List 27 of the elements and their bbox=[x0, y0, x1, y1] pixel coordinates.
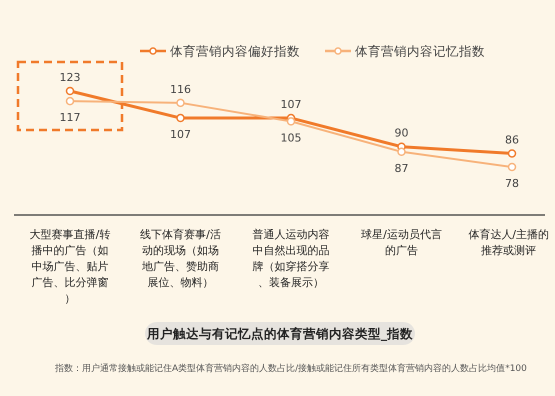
data-label: 90 bbox=[394, 126, 408, 140]
data-label: 105 bbox=[280, 131, 302, 144]
point bbox=[397, 148, 406, 156]
point bbox=[508, 149, 516, 158]
legend-label: 体育营销内容偏好指数 bbox=[170, 44, 300, 58]
point bbox=[66, 86, 74, 96]
data-label: 86 bbox=[505, 133, 519, 146]
x-tick-label: 线下体育赛事/活动的现场（如场地广告、赞助商展位、物料） bbox=[140, 228, 221, 289]
legend-label: 体育营销内容记忆指数 bbox=[355, 44, 485, 58]
data-label: 123 bbox=[60, 71, 80, 84]
point bbox=[286, 117, 296, 126]
point bbox=[176, 98, 185, 108]
data-label: 78 bbox=[505, 177, 519, 190]
point bbox=[508, 162, 516, 172]
text: 用户触达与有记忆点的体育营销内容类型_指数 bbox=[146, 326, 414, 341]
text: 指数：用户通常接触或能记住A类型体育营销内容的人数占比/接触或能记住所有类型体育营销内容的人数占比均值*100 bbox=[54, 363, 528, 374]
data-label: 117 bbox=[60, 111, 80, 124]
x-tick-label: 大型赛事直播/转播中的广告（如中场广告、贴片广告、比分弹窗） bbox=[30, 228, 110, 305]
data-label: 87 bbox=[394, 162, 408, 175]
data-label: 107 bbox=[280, 98, 302, 112]
point bbox=[66, 96, 74, 106]
x-tick-label: 球星/运动员代言的广告 bbox=[361, 228, 442, 257]
point bbox=[176, 114, 185, 122]
data-label: 107 bbox=[170, 128, 191, 142]
x-tick-label: 普通人运动内容中自然出现的品牌（如穿搭分享、装备展示） bbox=[252, 228, 330, 289]
x-tick-label: 体育达人/主播的推荐或测评 bbox=[468, 228, 549, 257]
data-label: 116 bbox=[170, 82, 191, 96]
